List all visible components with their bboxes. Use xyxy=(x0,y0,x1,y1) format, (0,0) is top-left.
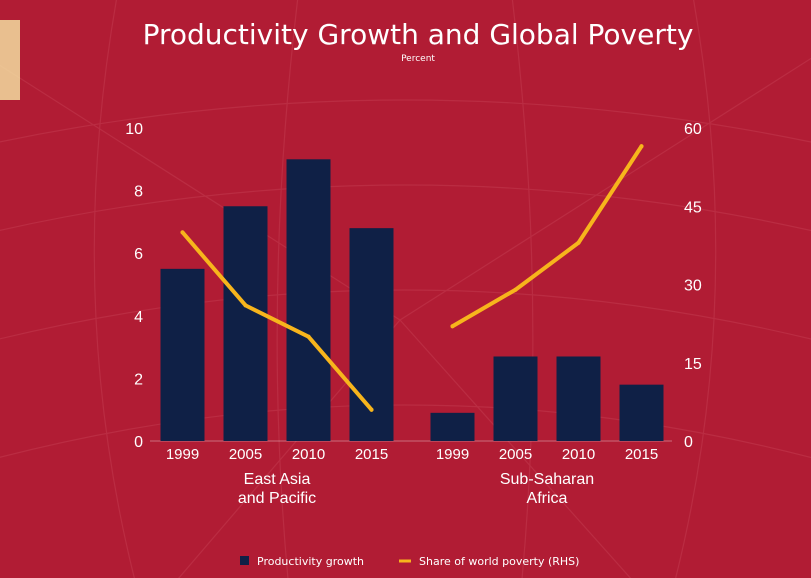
left-axis: 0 2 4 6 8 10 xyxy=(125,121,143,451)
poverty-point xyxy=(306,334,311,339)
left-tick-label: 2 xyxy=(134,371,143,388)
left-tick-label: 4 xyxy=(134,309,143,326)
group-label: Africa xyxy=(527,490,568,507)
right-tick-label: 60 xyxy=(684,121,702,138)
bars-series xyxy=(160,159,664,442)
bar-1999 xyxy=(430,412,475,441)
legend: Productivity growth Share of world povert… xyxy=(240,555,579,568)
line-series xyxy=(180,144,644,412)
bar-2015 xyxy=(619,384,664,441)
bar-1999 xyxy=(160,268,205,441)
category-label: 2015 xyxy=(355,446,388,463)
right-tick-label: 0 xyxy=(684,434,693,451)
bar-2010 xyxy=(286,159,331,442)
category-label: 2005 xyxy=(229,446,262,463)
group-label: and Pacific xyxy=(238,490,316,507)
bar-2010 xyxy=(556,356,601,441)
legend-label-poverty: Share of world poverty (RHS) xyxy=(419,555,579,568)
left-tick-label: 0 xyxy=(134,434,143,451)
right-tick-label: 15 xyxy=(684,356,702,373)
bar-2005 xyxy=(223,206,268,441)
poverty-point xyxy=(576,240,581,245)
poverty-point xyxy=(243,303,248,308)
poverty-point xyxy=(513,287,518,292)
left-tick-label: 10 xyxy=(125,121,143,138)
category-label: 2010 xyxy=(292,446,325,463)
poverty-point xyxy=(369,407,374,412)
category-labels: 1999 2005 2010 2015 1999 2005 2010 2015 xyxy=(166,446,658,463)
left-tick-label: 8 xyxy=(134,184,143,201)
chart-subtitle: Percent xyxy=(401,54,435,64)
poverty-line-group-2 xyxy=(450,144,644,329)
category-label: 2005 xyxy=(499,446,532,463)
poverty-point xyxy=(180,230,185,235)
category-label: 1999 xyxy=(436,446,469,463)
poverty-point xyxy=(639,144,644,149)
category-label: 1999 xyxy=(166,446,199,463)
group-labels: East Asia and Pacific Sub-Saharan Africa xyxy=(238,471,594,507)
right-tick-label: 30 xyxy=(684,278,702,295)
category-label: 2015 xyxy=(625,446,658,463)
right-axis: 0 15 30 45 60 xyxy=(684,121,702,451)
legend-label-productivity: Productivity growth xyxy=(257,555,364,568)
right-tick-label: 45 xyxy=(684,199,702,216)
chart-title: Productivity Growth and Global Poverty xyxy=(143,18,694,51)
bar-2015 xyxy=(349,228,394,441)
poverty-point xyxy=(450,324,455,329)
left-tick-label: 6 xyxy=(134,246,143,263)
category-label: 2010 xyxy=(562,446,595,463)
poverty-line-group-1 xyxy=(180,230,374,412)
group-label: Sub-Saharan xyxy=(500,471,594,488)
legend-bar-swatch xyxy=(240,556,249,565)
group-label: East Asia xyxy=(244,471,311,488)
bar-2005 xyxy=(493,356,538,441)
